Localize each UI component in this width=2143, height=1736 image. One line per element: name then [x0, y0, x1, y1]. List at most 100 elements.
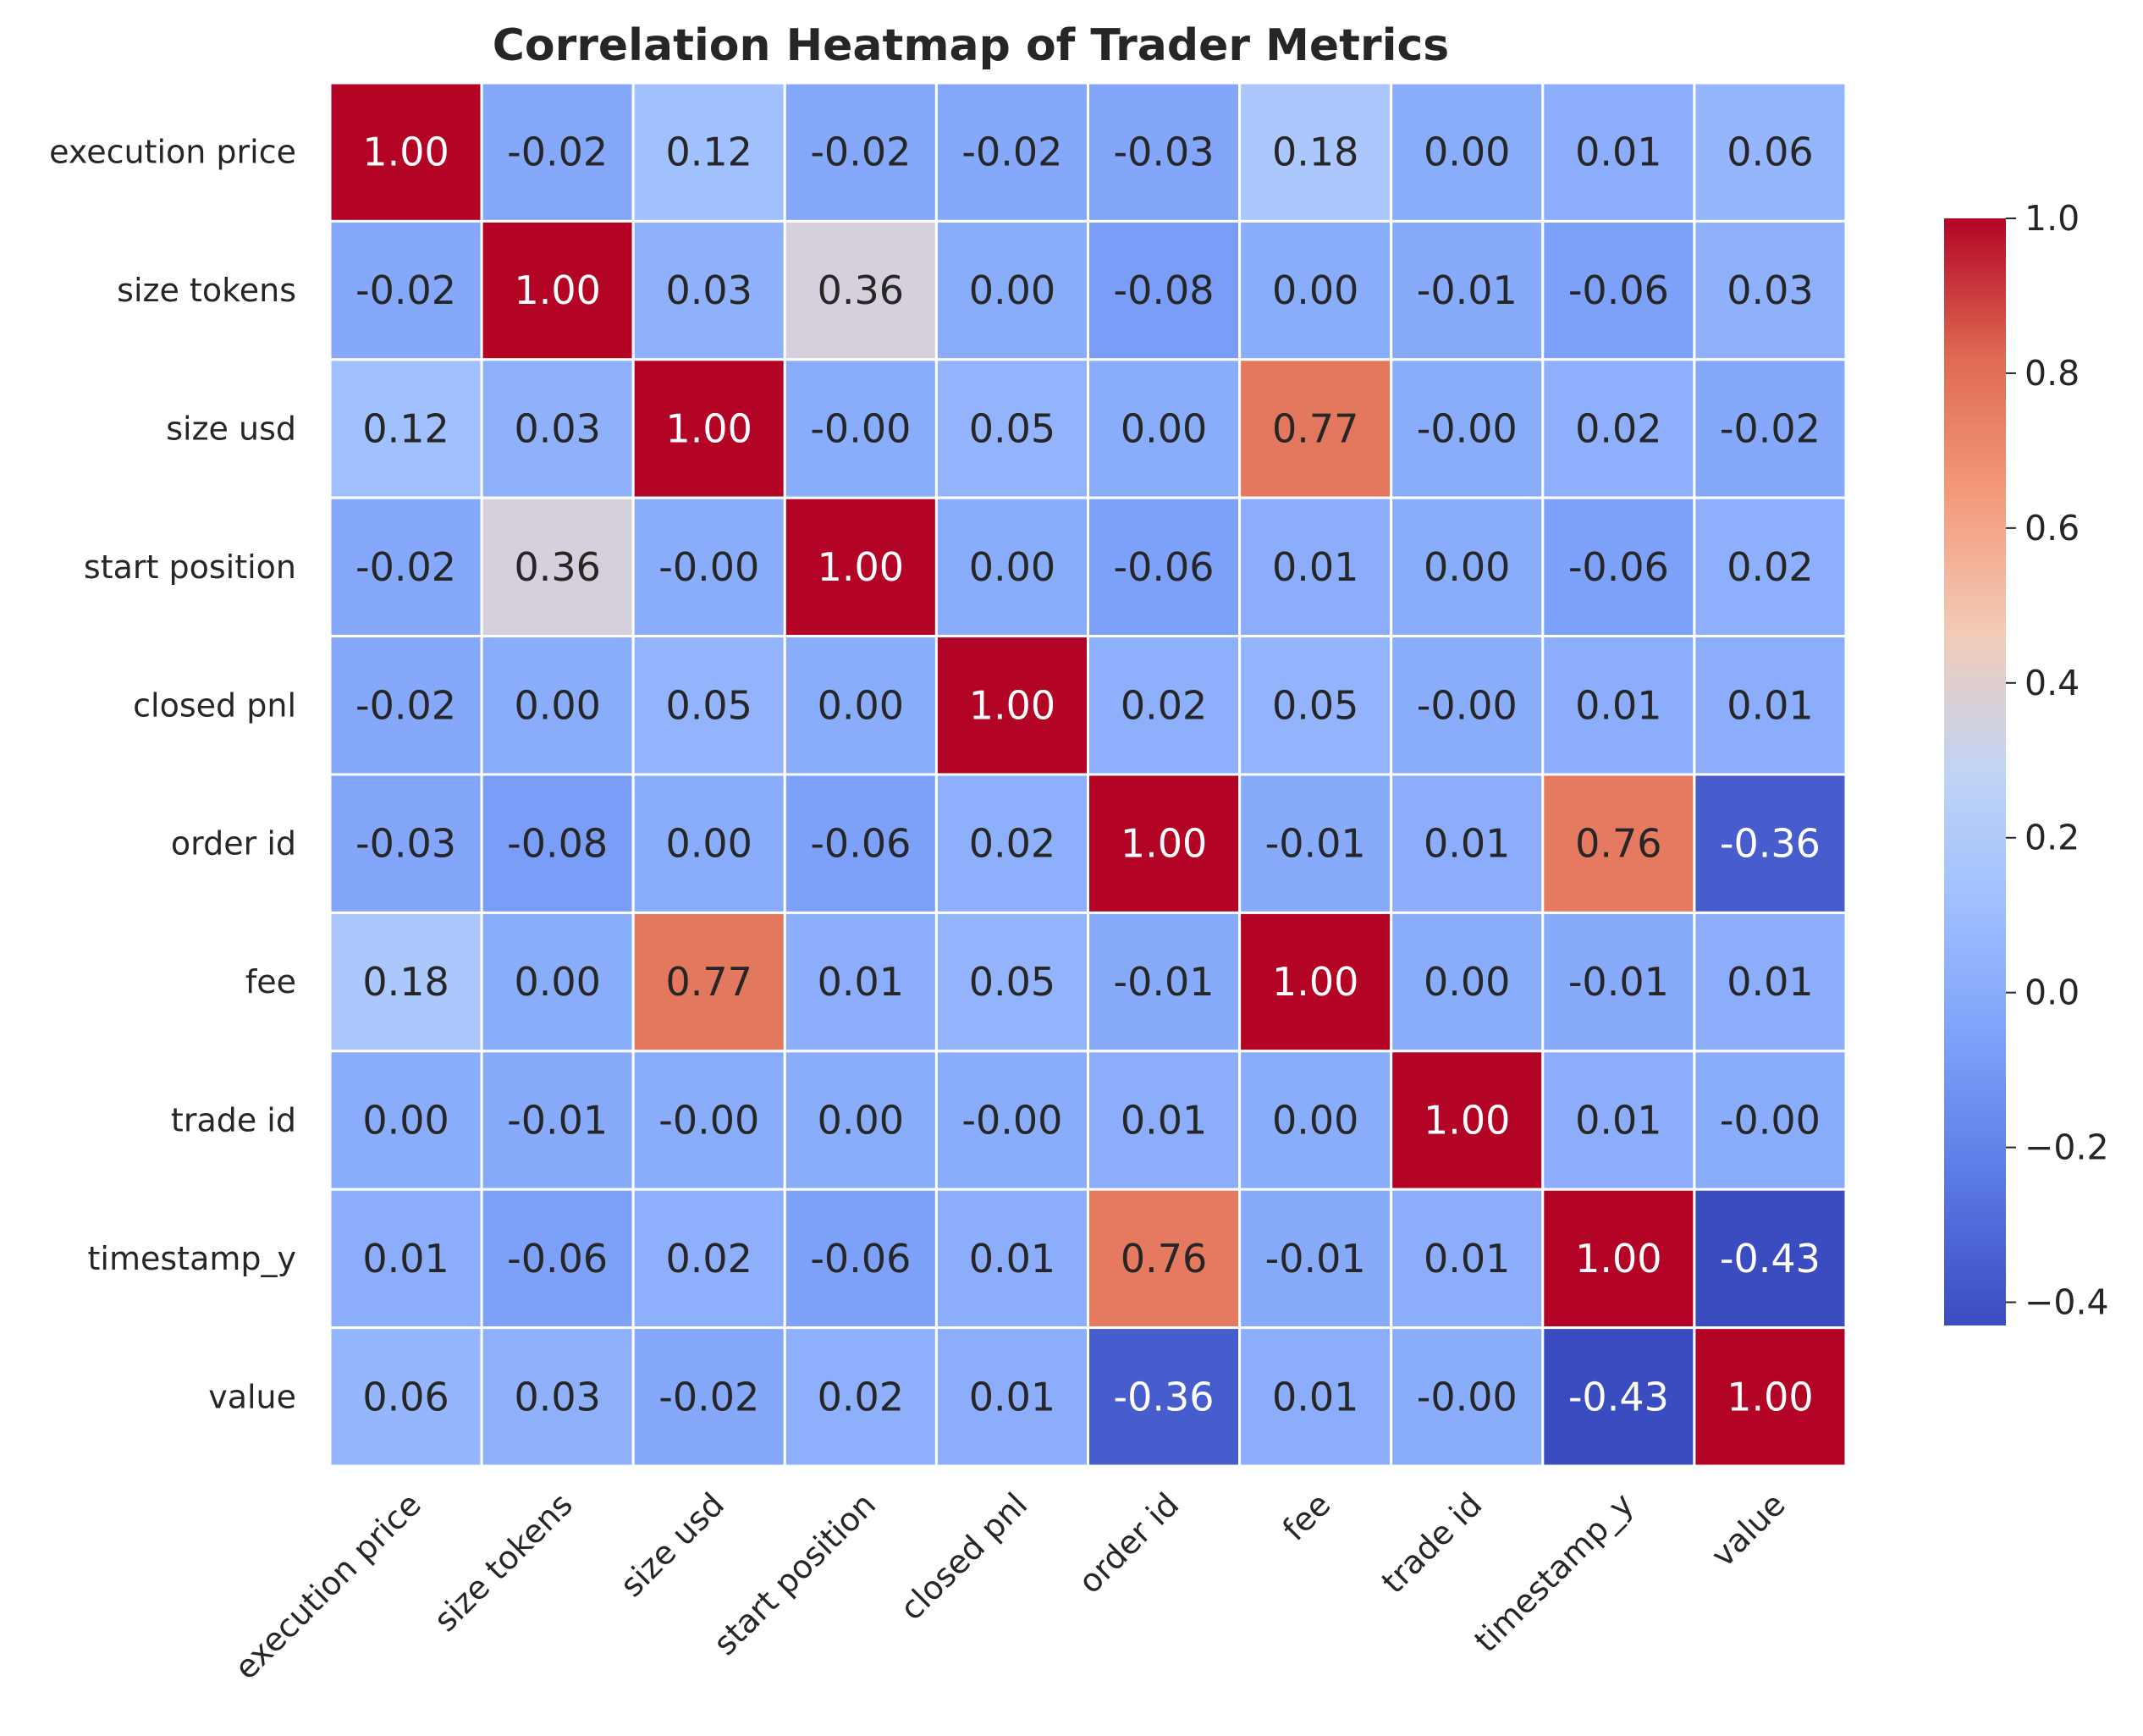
heatmap-cell — [328, 81, 483, 223]
cell-value-label: -0.02 — [810, 130, 911, 175]
heatmap-cell — [1541, 773, 1696, 914]
cell-value-label: 0.06 — [1727, 130, 1813, 175]
cell-value-label: -0.02 — [507, 130, 608, 175]
y-tick-label: value — [208, 1378, 296, 1415]
cell-value-label: 0.00 — [1272, 1098, 1358, 1144]
chart-title: Correlation Heatmap of Trader Metrics — [493, 20, 1450, 71]
cell-value-label: 0.01 — [1272, 544, 1358, 590]
cell-value-label: 1.00 — [514, 267, 600, 313]
cell-value-label: 0.77 — [1272, 406, 1358, 452]
cell-value-label: -0.01 — [1265, 1236, 1366, 1281]
cell-value-label: 0.00 — [818, 682, 904, 728]
cell-value-label: -0.03 — [355, 821, 456, 867]
heatmap-cell — [1541, 1050, 1696, 1191]
cell-value-label: 0.01 — [1272, 1374, 1358, 1419]
heatmap-cell — [480, 1326, 635, 1468]
heatmap-cell — [480, 1188, 635, 1330]
cell-value-label: 1.00 — [1424, 1098, 1510, 1144]
cell-value-label: -0.02 — [355, 267, 456, 313]
heatmap-cell — [1693, 635, 1848, 776]
colorbar-tick-label: −0.2 — [2025, 1127, 2109, 1168]
cell-value-label: 0.00 — [818, 1098, 904, 1144]
cell-value-label: 0.00 — [1121, 406, 1207, 452]
cell-value-label: 0.00 — [969, 267, 1055, 313]
heatmap-cell — [934, 773, 1090, 914]
cell-value-label: 0.01 — [969, 1374, 1055, 1419]
heatmap-cell — [1390, 635, 1545, 776]
cell-value-label: -0.01 — [1114, 959, 1215, 1005]
cell-value-label: 0.03 — [514, 1374, 600, 1419]
cell-value-label: -0.02 — [1720, 406, 1821, 452]
cell-value-label: 0.76 — [1121, 1236, 1207, 1281]
cell-value-label: 0.05 — [666, 682, 752, 728]
cell-value-label: -0.06 — [810, 821, 911, 867]
heatmap-cell — [1390, 358, 1545, 499]
heatmap-cell — [1238, 1050, 1393, 1191]
heatmap-cell — [631, 358, 786, 499]
cell-value-label: -0.08 — [1114, 267, 1215, 313]
heatmap-cell — [783, 1188, 938, 1330]
cell-value-label: 0.01 — [1727, 682, 1813, 728]
colorbar-tick-label: 0.6 — [2025, 508, 2080, 548]
heatmap-cell — [1238, 1326, 1393, 1468]
cell-value-label: -0.02 — [961, 130, 1062, 175]
cell-value-label: -0.02 — [355, 682, 456, 728]
heatmap-cell — [1238, 635, 1393, 776]
cell-value-label: -0.06 — [1114, 544, 1215, 590]
cell-value-label: -0.01 — [1568, 959, 1669, 1005]
y-tick-label: trade id — [171, 1102, 296, 1139]
cell-value-label: 0.00 — [666, 821, 752, 867]
cell-value-label: -0.00 — [810, 406, 911, 452]
cell-value-label: -0.06 — [507, 1236, 608, 1281]
cell-value-label: 0.18 — [362, 959, 449, 1005]
cell-value-label: 0.03 — [1727, 267, 1813, 313]
cell-value-label: 0.05 — [1272, 682, 1358, 728]
x-tick-label: trade id — [1374, 1485, 1490, 1601]
cell-value-label: 1.00 — [1272, 959, 1358, 1005]
heatmap-cell — [1087, 219, 1242, 361]
heatmap-cell — [1087, 635, 1242, 776]
heatmap-cell — [783, 1326, 938, 1468]
heatmap-cell — [1238, 219, 1393, 361]
y-tick-label: execution price — [49, 134, 296, 171]
cell-value-label: 0.02 — [818, 1374, 904, 1419]
heatmap-cell — [328, 911, 483, 1053]
cell-value-label: -0.43 — [1720, 1236, 1821, 1281]
heatmap-cell — [1238, 1188, 1393, 1330]
cell-value-label: -0.08 — [507, 821, 608, 867]
x-tick-label: order id — [1072, 1485, 1187, 1601]
cell-value-label: -0.06 — [1568, 267, 1669, 313]
colorbar: 1.0 0.8 0.6 0.4 0.2 0.0 −0.2 −0.4 — [1944, 198, 2109, 1325]
heatmap-cell — [480, 1050, 635, 1191]
cell-value-label: 0.05 — [969, 959, 1055, 1005]
cell-value-label: 0.01 — [818, 959, 904, 1005]
cell-value-label: 0.76 — [1575, 821, 1661, 867]
y-tick-label: start position — [84, 548, 296, 586]
cell-value-label: 0.01 — [1424, 821, 1510, 867]
cell-value-label: -0.43 — [1568, 1374, 1669, 1419]
heatmap-cell — [328, 773, 483, 914]
heatmap-cell — [631, 81, 786, 223]
cell-value-label: 0.02 — [1727, 544, 1813, 590]
cell-value-label: 0.06 — [362, 1374, 449, 1419]
y-tick-label: fee — [245, 963, 296, 1000]
heatmap-cell — [480, 635, 635, 776]
heatmap-cell — [1541, 911, 1696, 1053]
heatmap-cell — [783, 911, 938, 1053]
heatmap-cell — [631, 1050, 786, 1191]
colorbar-gradient — [1944, 218, 2006, 1325]
cell-value-label: 0.01 — [1575, 130, 1661, 175]
cell-value-label: 1.00 — [1727, 1374, 1813, 1419]
cell-value-label: 0.03 — [666, 267, 752, 313]
cell-value-label: -0.02 — [658, 1374, 759, 1419]
y-tick-label: size usd — [166, 411, 296, 448]
heatmap-cell — [1238, 358, 1393, 499]
heatmap-cell — [1693, 1326, 1848, 1468]
heatmap-cell — [1693, 911, 1848, 1053]
heatmap-cell — [1238, 496, 1393, 638]
x-tick-label: size usd — [613, 1485, 731, 1604]
heatmap-cell — [1087, 773, 1242, 914]
cell-value-label: 0.01 — [362, 1236, 449, 1281]
